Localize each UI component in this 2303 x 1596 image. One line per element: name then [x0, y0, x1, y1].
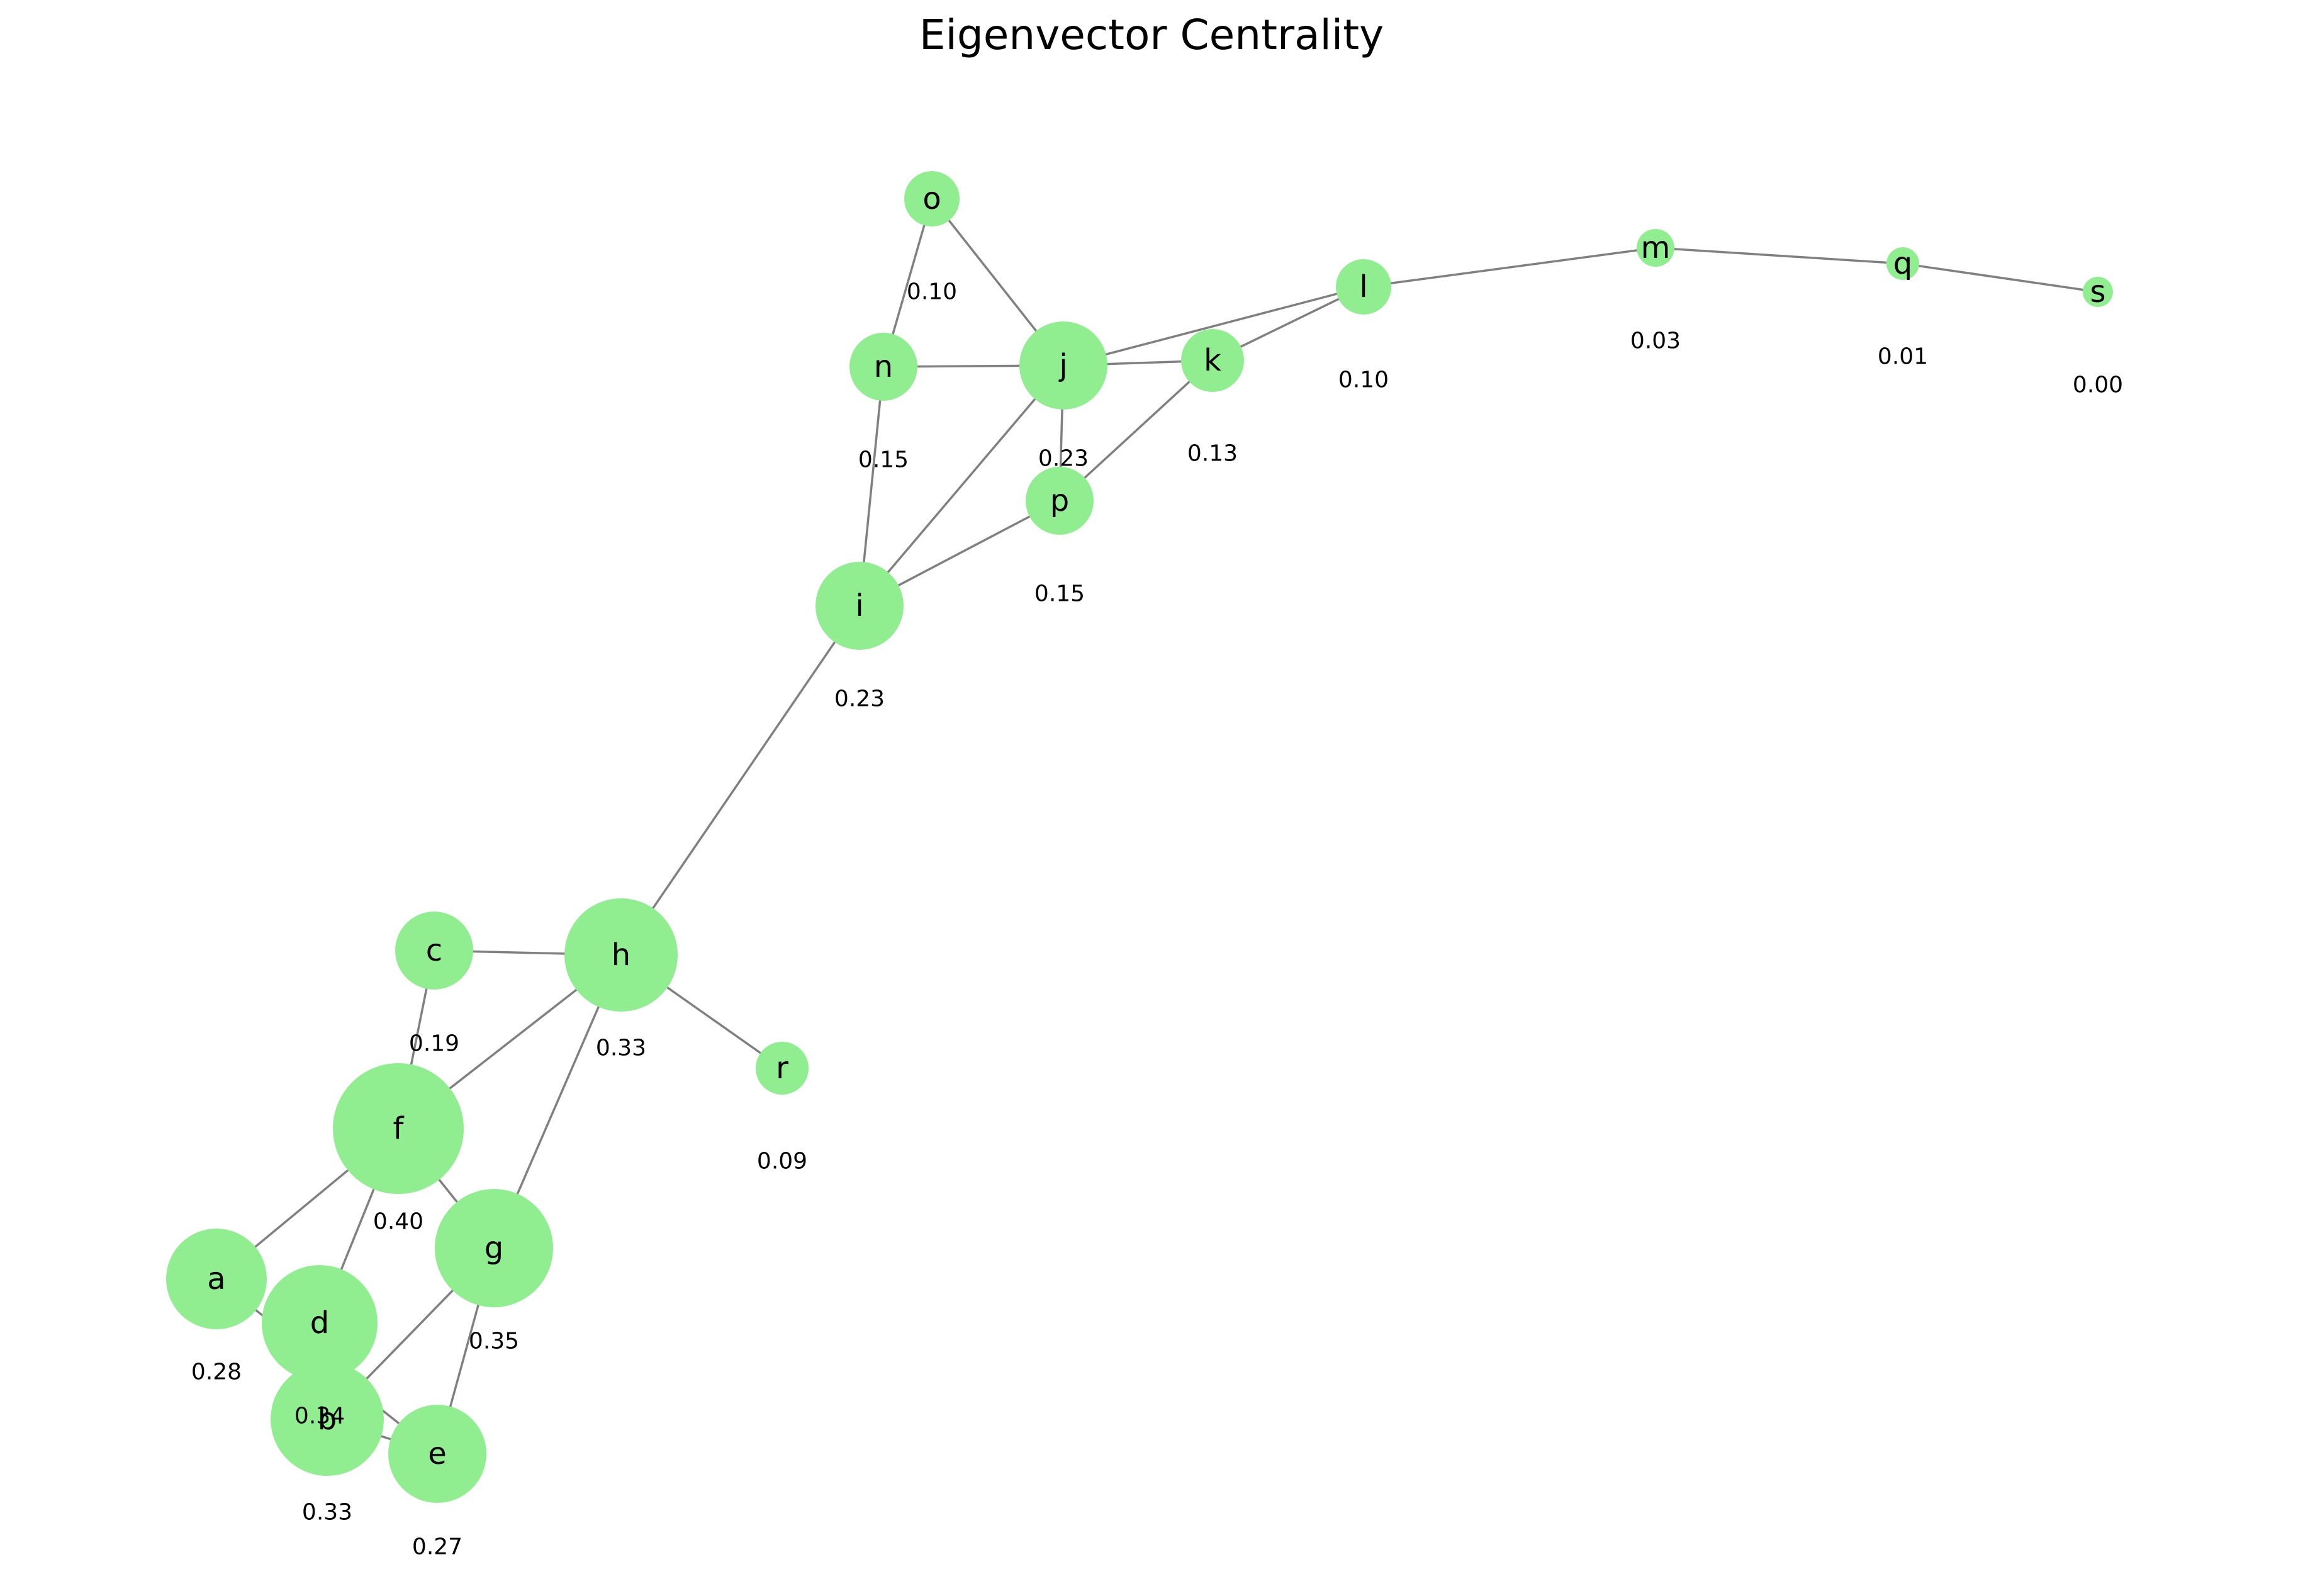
node-d-label: d — [310, 1305, 329, 1341]
node-o-circle — [904, 171, 960, 226]
node-c-circle — [395, 912, 473, 990]
node-d-circle — [262, 1265, 378, 1381]
centrality-value-k: 0.13 — [1187, 441, 1238, 467]
node-e-circle — [388, 1405, 486, 1503]
node-k[interactable]: k — [1181, 329, 1244, 392]
node-q-circle — [1886, 247, 1919, 280]
nodes-layer: a b c d e f g h i j k l m n o p q r s — [166, 171, 2113, 1503]
node-i-circle — [815, 562, 904, 650]
node-o-label: o — [922, 181, 941, 216]
centrality-value-q: 0.01 — [1878, 344, 1928, 370]
node-p-circle — [1026, 467, 1094, 535]
node-s[interactable]: s — [2083, 274, 2113, 310]
node-r[interactable]: r — [756, 1042, 809, 1095]
node-h-circle — [564, 898, 678, 1012]
edge-q-s — [1902, 262, 2098, 293]
node-b-circle — [271, 1363, 384, 1476]
node-f-label: f — [393, 1111, 405, 1146]
node-l-circle — [1336, 259, 1391, 315]
node-i-label: i — [855, 588, 863, 623]
node-b[interactable]: b — [271, 1363, 384, 1476]
centrality-value-c: 0.19 — [409, 1031, 459, 1057]
centrality-value-p: 0.15 — [1034, 581, 1085, 607]
node-q[interactable]: q — [1886, 246, 1919, 281]
node-r-circle — [756, 1042, 809, 1095]
node-l-label: l — [1359, 269, 1367, 304]
centrality-value-n: 0.15 — [858, 447, 909, 473]
node-p[interactable]: p — [1026, 467, 1094, 535]
node-c-label: c — [426, 933, 442, 968]
node-a-circle — [166, 1229, 267, 1329]
node-s-label: s — [2090, 274, 2105, 310]
node-g-circle — [435, 1189, 553, 1307]
node-k-circle — [1181, 329, 1244, 392]
centrality-value-r: 0.09 — [757, 1149, 807, 1175]
node-m-label: m — [1641, 230, 1671, 265]
centrality-value-s: 0.00 — [2073, 372, 2123, 398]
centrality-value-g: 0.35 — [469, 1329, 519, 1354]
node-h[interactable]: h — [564, 898, 678, 1012]
centrality-value-j: 0.23 — [1038, 446, 1089, 472]
node-j-label: j — [1058, 348, 1067, 383]
centrality-value-d: 0.34 — [294, 1403, 345, 1429]
node-g-label: g — [485, 1230, 503, 1266]
node-q-label: q — [1893, 246, 1912, 281]
node-j[interactable]: j — [1019, 321, 1107, 410]
node-e[interactable]: e — [388, 1405, 486, 1503]
edge-j-l — [1063, 286, 1364, 367]
centrality-value-h: 0.33 — [596, 1035, 646, 1061]
edge-m-q — [1655, 247, 1903, 265]
edge-l-m — [1363, 247, 1656, 288]
centrality-value-l: 0.10 — [1338, 367, 1389, 393]
node-c[interactable]: c — [395, 912, 473, 990]
node-j-circle — [1019, 321, 1107, 410]
centrality-value-a: 0.28 — [191, 1359, 242, 1385]
node-f[interactable]: f — [333, 1063, 464, 1194]
node-m-circle — [1637, 229, 1674, 267]
node-k-label: k — [1204, 343, 1221, 378]
node-n-circle — [849, 333, 917, 401]
centrality-value-f: 0.40 — [373, 1209, 423, 1235]
node-p-label: p — [1050, 483, 1069, 518]
node-f-circle — [333, 1063, 464, 1194]
node-l[interactable]: l — [1336, 259, 1391, 315]
centrality-value-b: 0.33 — [302, 1500, 352, 1526]
edge-h-i — [620, 605, 861, 956]
node-h-label: h — [612, 937, 630, 973]
node-e-label: e — [428, 1436, 447, 1471]
centrality-value-i: 0.23 — [834, 686, 885, 712]
node-d[interactable]: d — [262, 1265, 378, 1381]
chart-title: Eigenvector Centrality — [919, 11, 1384, 59]
node-g[interactable]: g — [435, 1189, 553, 1307]
node-n[interactable]: n — [849, 333, 917, 401]
node-a[interactable]: a — [166, 1229, 267, 1329]
node-o[interactable]: o — [904, 171, 960, 226]
node-m[interactable]: m — [1637, 229, 1674, 267]
edge-i-j — [858, 364, 1065, 607]
centrality-value-m: 0.03 — [1630, 328, 1681, 354]
node-i[interactable]: i — [815, 562, 904, 650]
edge-k-p — [1058, 359, 1214, 502]
centrality-labels-layer: 0.28 0.33 0.19 0.34 0.27 0.40 0.35 0.33 0.23 0.23… — [191, 279, 2123, 1560]
centrality-value-e: 0.27 — [412, 1534, 462, 1560]
node-r-label: r — [776, 1051, 788, 1086]
node-a-label: a — [207, 1261, 225, 1297]
node-n-label: n — [874, 349, 893, 384]
centrality-value-o: 0.10 — [907, 279, 957, 305]
node-b-label: b — [318, 1402, 337, 1437]
node-s-circle — [2083, 277, 2113, 307]
